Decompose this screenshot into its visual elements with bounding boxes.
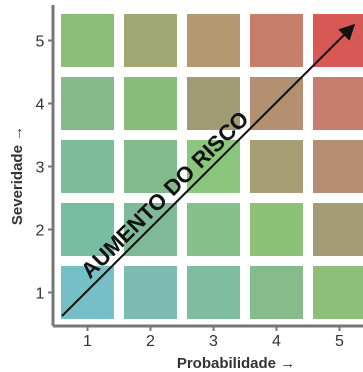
heatmap-cell bbox=[187, 203, 240, 256]
heatmap-cell bbox=[124, 140, 177, 193]
y-tick-label: 4 bbox=[36, 97, 45, 114]
heatmap-cell bbox=[124, 77, 177, 130]
heatmap-cell bbox=[187, 14, 240, 67]
heatmap-cell bbox=[313, 77, 363, 130]
heatmap-cell bbox=[124, 14, 177, 67]
heatmap-cell bbox=[124, 266, 177, 319]
heatmap-cell bbox=[313, 266, 363, 319]
heatmap-cell bbox=[250, 140, 303, 193]
y-tick-label: 2 bbox=[36, 223, 45, 240]
heatmap-cell bbox=[250, 14, 303, 67]
heatmap-cell bbox=[187, 77, 240, 130]
y-tick-label: 1 bbox=[36, 286, 45, 303]
risk-arrow bbox=[61, 23, 356, 317]
x-axis-label: Probabilidade → bbox=[177, 355, 295, 372]
heatmap-cell bbox=[61, 266, 114, 319]
heatmap-cells bbox=[61, 14, 363, 319]
x-tick-label: 1 bbox=[83, 333, 92, 350]
heatmap-cell bbox=[187, 266, 240, 319]
heatmap-cell bbox=[187, 140, 240, 193]
x-tick-label: 4 bbox=[272, 333, 281, 350]
y-tick-label: 3 bbox=[36, 160, 45, 177]
heatmap-cell bbox=[61, 77, 114, 130]
heatmap-cell bbox=[250, 203, 303, 256]
heatmap-cell bbox=[61, 140, 114, 193]
x-tick-label: 2 bbox=[146, 333, 155, 350]
heatmap-cell bbox=[313, 140, 363, 193]
axis-ticks: 1 2 3 4 5 1 2 3 4 5 bbox=[36, 34, 345, 351]
heatmap-cell bbox=[250, 266, 303, 319]
heatmap-cell bbox=[61, 203, 114, 256]
y-tick-label: 5 bbox=[36, 34, 45, 51]
x-tick-label: 3 bbox=[209, 333, 218, 350]
risk-annotation: AUMENTO DO RISCO bbox=[76, 106, 254, 283]
x-tick-label: 5 bbox=[335, 333, 344, 350]
heatmap-cell bbox=[313, 203, 363, 256]
y-axis-label: Severidade → bbox=[9, 126, 26, 225]
heatmap-cell bbox=[61, 14, 114, 67]
heatmap-cell bbox=[124, 203, 177, 256]
